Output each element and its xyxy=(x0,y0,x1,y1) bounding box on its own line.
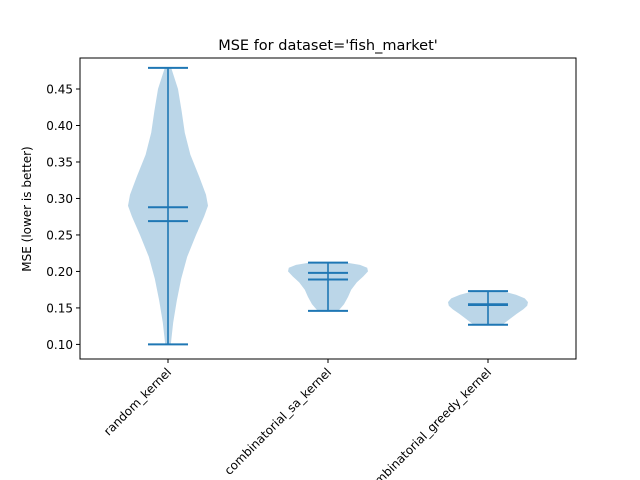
y-tick-label: 0.40 xyxy=(46,119,73,133)
violin-stat-lines xyxy=(148,66,508,346)
y-tick-label: 0.45 xyxy=(46,83,73,97)
y-axis-label: MSE (lower is better) xyxy=(20,146,34,271)
y-tick-label: 0.30 xyxy=(46,192,73,206)
y-axis: 0.10 0.15 0.20 0.25 0.30 0.35 0.40 0.45 xyxy=(46,83,80,352)
y-tick-label: 0.25 xyxy=(46,228,73,242)
x-tick-label: random_kernel xyxy=(101,365,174,438)
x-tick-label: combinatorial_greedy_kernel xyxy=(362,365,494,480)
y-tick-label: 0.15 xyxy=(46,301,73,315)
x-axis: random_kernel combinatorial_sa_kernel comb… xyxy=(101,359,494,480)
y-tick-label: 0.20 xyxy=(46,265,73,279)
y-tick-label: 0.10 xyxy=(46,338,73,352)
y-tick-label: 0.35 xyxy=(46,155,73,169)
x-tick-label: combinatorial_sa_kernel xyxy=(222,365,335,478)
chart-title: MSE for dataset='fish_market' xyxy=(218,38,438,54)
